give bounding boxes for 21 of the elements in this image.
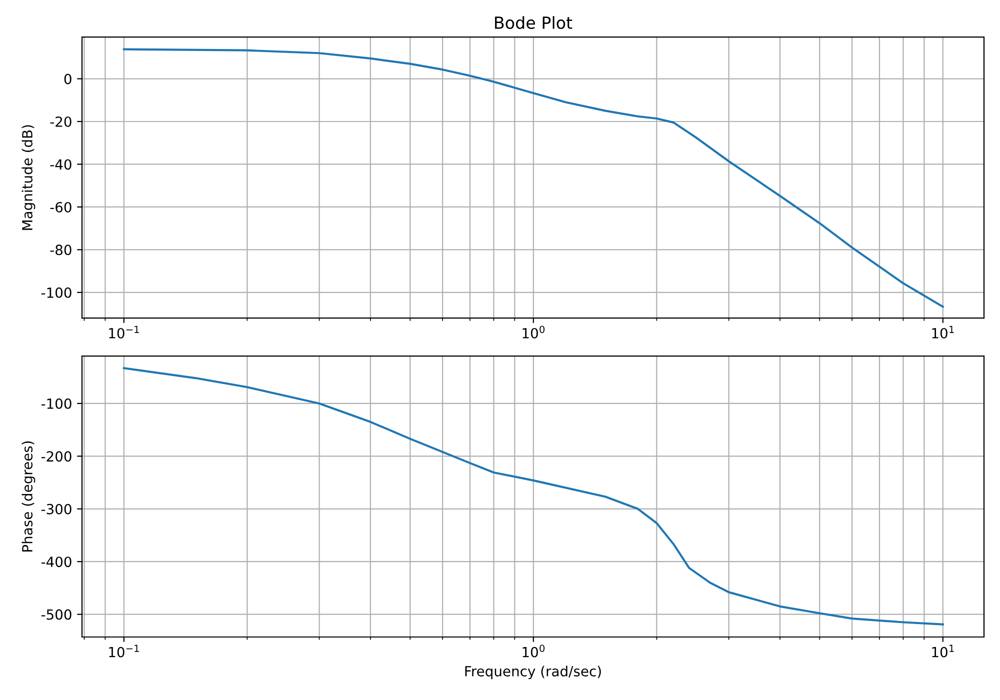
y-tick-label: -100 xyxy=(41,287,72,298)
y-tick-label: -200 xyxy=(41,451,72,462)
y-tick-label: -400 xyxy=(41,556,72,568)
y-tick-label: -20 xyxy=(50,116,72,127)
x-axis-title: Frequency (rad/sec) xyxy=(465,666,601,680)
y-tick-label: -500 xyxy=(41,609,72,620)
x-tick-label: 10$^{0}$ xyxy=(522,644,545,658)
y-tick-label: -100 xyxy=(41,398,72,409)
y-tick-label: -60 xyxy=(50,202,72,212)
y-tick-label: -80 xyxy=(50,244,72,256)
x-tick-label: 10$^{1}$ xyxy=(932,644,954,658)
y-tick-label: -40 xyxy=(50,159,72,170)
chart-title: Bode Plot xyxy=(495,16,572,30)
y-axis-title: Phase (degrees) xyxy=(22,441,36,552)
x-tick-label: 10$^{1}$ xyxy=(932,326,954,338)
x-tick-label: 10$^{0}$ xyxy=(522,326,545,338)
x-tick-label: 10$^{−1}$ xyxy=(109,326,139,338)
x-tick-label: 10$^{−1}$ xyxy=(109,644,139,658)
y-tick-label: -300 xyxy=(41,504,72,514)
y-axis-title: Magnitude (dB) xyxy=(22,125,36,230)
y-tick-label: 0 xyxy=(64,74,72,84)
